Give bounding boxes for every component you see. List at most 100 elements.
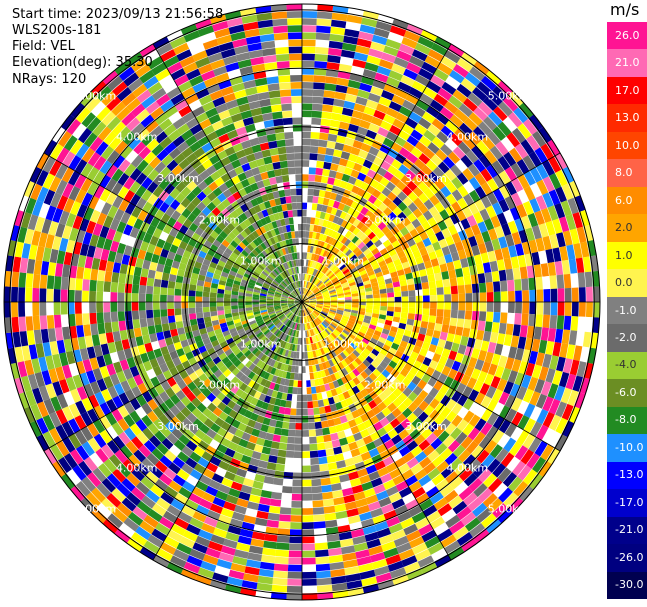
range-gate (299, 309, 302, 317)
range-gate (457, 185, 469, 198)
range-gate (212, 378, 222, 388)
range-gate (411, 175, 423, 187)
range-gate (328, 310, 336, 315)
range-gate (428, 387, 439, 398)
range-gate (318, 314, 325, 320)
range-gate (332, 380, 340, 389)
range-gate (133, 266, 142, 277)
range-gate (477, 468, 492, 483)
range-gate (203, 76, 218, 88)
range-gate (521, 278, 529, 291)
range-gate (211, 256, 220, 265)
range-gate (263, 540, 277, 549)
range-gate (391, 321, 400, 328)
range-gate (412, 486, 426, 499)
range-gate (126, 52, 144, 67)
range-gate (540, 143, 554, 160)
range-gate (313, 521, 326, 529)
range-gate (407, 284, 415, 291)
range-gate (537, 460, 552, 478)
range-gate (268, 342, 275, 350)
range-gate (373, 483, 386, 495)
range-gate (197, 322, 206, 330)
range-gate (390, 342, 400, 351)
range-gate (238, 103, 251, 113)
range-gate (287, 350, 292, 358)
range-gate (156, 93, 171, 107)
range-gate (330, 305, 338, 308)
range-gate (326, 221, 333, 229)
range-gate (317, 196, 325, 205)
range-gate (482, 96, 498, 111)
range-gate (313, 224, 319, 233)
range-gate (325, 69, 339, 78)
range-gate (407, 391, 418, 402)
range-gate (270, 491, 282, 500)
range-gate (274, 398, 282, 407)
range-gate (370, 41, 386, 52)
range-gate (444, 340, 453, 351)
range-gate (297, 309, 301, 316)
range-gate (186, 180, 198, 192)
range-gate (188, 296, 196, 302)
range-gate (162, 223, 173, 235)
range-gate (306, 387, 312, 395)
range-gate (318, 456, 328, 465)
range-gate (231, 228, 240, 237)
range-gate (327, 367, 334, 375)
range-gate (306, 380, 311, 388)
range-gate (513, 480, 529, 497)
range-gate (291, 252, 296, 260)
range-gate (393, 286, 401, 293)
range-gate (405, 499, 420, 511)
range-gate (251, 222, 260, 231)
range-gate (189, 451, 202, 463)
range-gate (32, 287, 40, 302)
range-gate (477, 121, 492, 136)
range-gate (49, 340, 59, 356)
range-gate (95, 141, 109, 156)
range-gate (273, 305, 281, 308)
range-gate (293, 282, 297, 289)
range-gate (142, 164, 154, 177)
range-gate (49, 176, 62, 193)
range-gate (292, 329, 296, 337)
range-gate (299, 323, 301, 331)
range-gate (175, 275, 184, 284)
range-gate (176, 468, 190, 481)
range-gate (473, 159, 486, 173)
range-gate (176, 170, 188, 182)
range-gate (375, 182, 386, 193)
range-gate (282, 117, 293, 126)
range-gate (293, 308, 298, 314)
range-gate (307, 351, 311, 359)
range-gate (342, 313, 350, 318)
range-gate (116, 502, 133, 518)
range-gate (342, 144, 353, 154)
range-gate (188, 307, 196, 314)
range-gate (319, 347, 326, 355)
range-gate (66, 118, 82, 135)
range-gate (276, 234, 283, 242)
range-gate (216, 297, 224, 302)
range-gate (170, 68, 186, 81)
range-gate (351, 309, 359, 314)
range-gate (578, 287, 586, 302)
range-gate (255, 437, 266, 446)
range-gate (84, 256, 94, 269)
range-gate (118, 273, 127, 284)
range-gate (321, 309, 329, 314)
range-gate (266, 403, 275, 412)
range-gate (312, 311, 318, 318)
range-gate (367, 399, 378, 410)
range-gate (314, 318, 320, 325)
range-gate (243, 227, 252, 236)
range-gate (365, 240, 374, 249)
range-gate (96, 236, 106, 249)
range-gate (360, 379, 369, 389)
range-gate (230, 210, 240, 219)
range-gate (300, 287, 302, 295)
range-gate (387, 402, 397, 413)
range-gate (240, 263, 249, 270)
range-gate (281, 295, 289, 299)
